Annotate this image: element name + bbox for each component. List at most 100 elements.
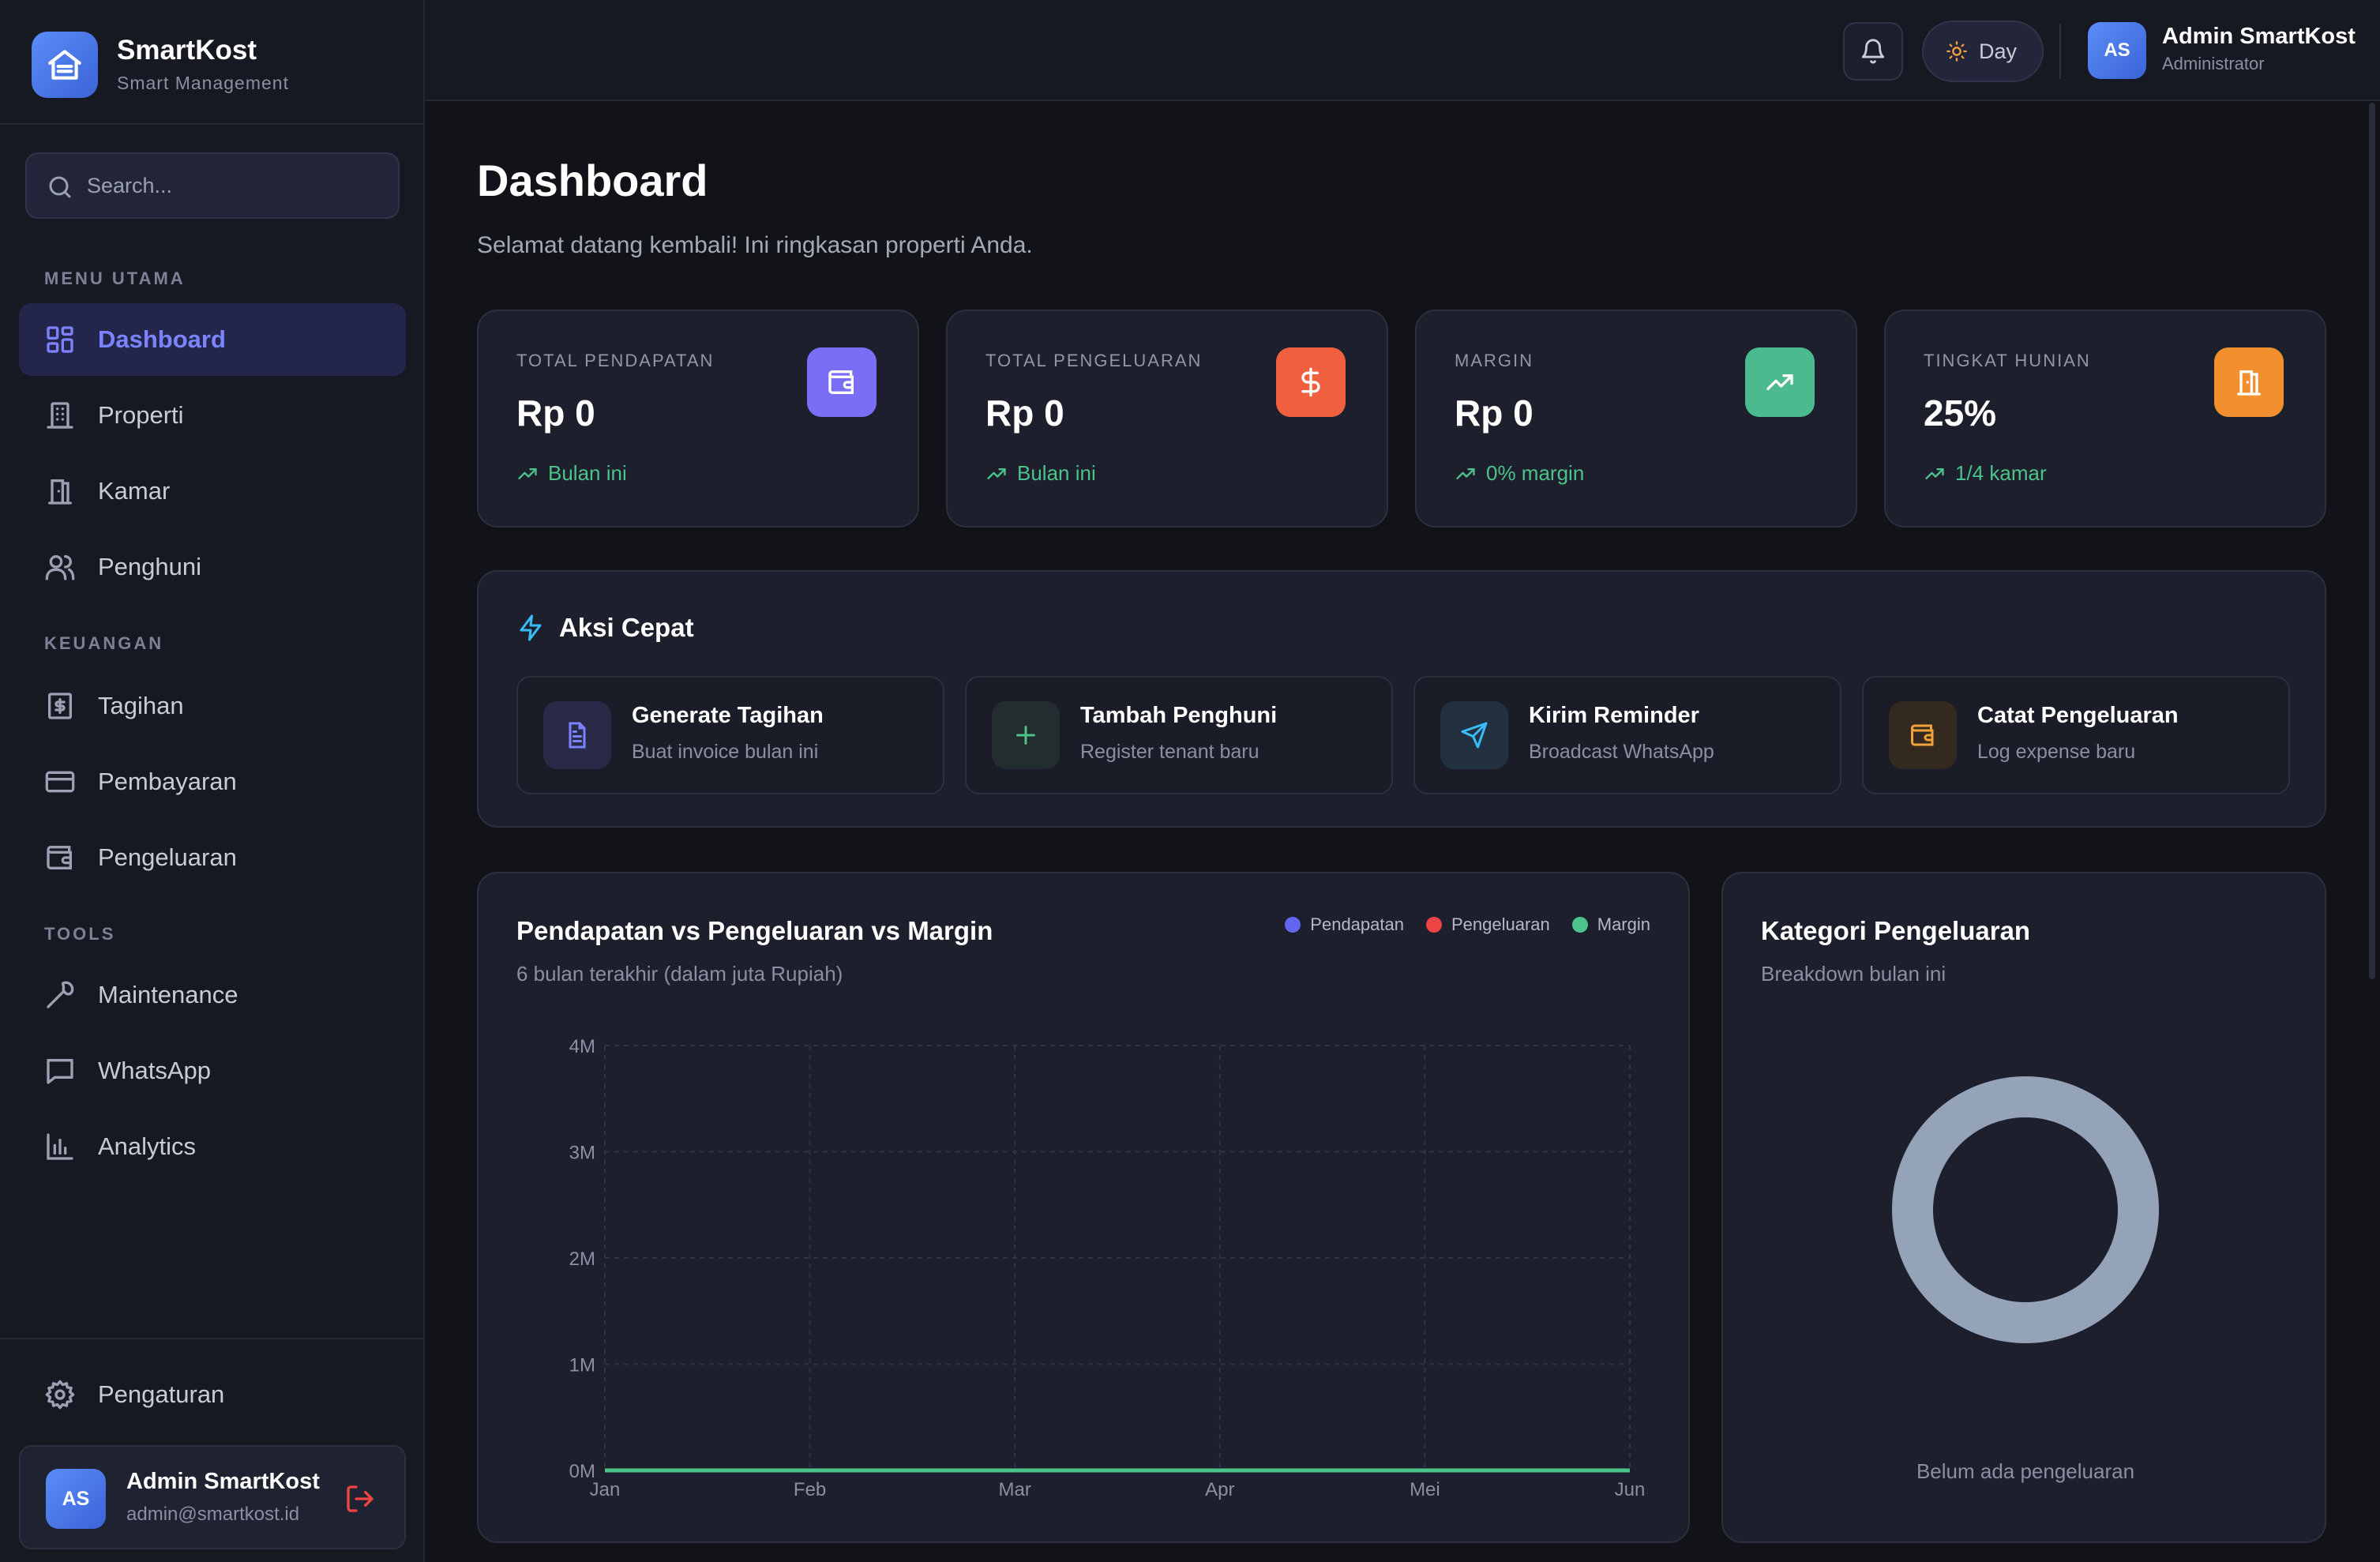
brand-subtitle: Smart Management — [117, 73, 289, 93]
sidebar-item-label: WhatsApp — [98, 1057, 212, 1084]
sidebar-item-analytics[interactable]: Analytics — [19, 1110, 406, 1183]
pie-subtitle: Breakdown bulan ini — [1761, 962, 1946, 986]
generate-tagihan-button[interactable]: Generate Tagihan Buat invoice bulan ini — [516, 676, 944, 794]
quick-actions-header: Aksi Cepat — [516, 613, 694, 643]
stat-trend-text: 0% margin — [1486, 461, 1585, 485]
sidebar-item-penghuni[interactable]: Penghuni — [19, 531, 406, 603]
topbar: Day AS Admin SmartKost Administrator — [425, 0, 2380, 101]
legend-item[interactable]: Pengeluaran — [1425, 914, 1550, 935]
line-chart: 0M 1M 2M 3M 4M Jan Feb Mar Apr Mei Jun — [569, 1036, 1646, 1500]
section-label-tools: TOOLS — [44, 924, 116, 944]
trending-up-icon — [987, 467, 1006, 479]
legend-dot — [1571, 917, 1588, 933]
notification-button[interactable] — [1843, 22, 1903, 81]
chart-legend: Pendapatan Pengeluaran Margin — [1263, 914, 1650, 935]
sidebar: SmartKost Smart Management MENU UTAMA Da… — [0, 0, 425, 1562]
tambah-penghuni-button[interactable]: Tambah Penghuni Register tenant baru — [965, 676, 1393, 794]
sidebar-item-tagihan[interactable]: Tagihan — [19, 670, 406, 742]
qa-subtitle: Broadcast WhatsApp — [1529, 741, 1714, 763]
kirim-reminder-button[interactable]: Kirim Reminder Broadcast WhatsApp — [1413, 676, 1841, 794]
trending-up-icon — [518, 467, 537, 479]
search-input[interactable] — [87, 154, 387, 217]
dollar-icon — [1276, 347, 1346, 417]
avatar: AS — [2088, 22, 2146, 79]
legend-item[interactable]: Pendapatan — [1285, 914, 1404, 935]
bar-chart-icon — [47, 1133, 73, 1160]
sidebar-item-pengeluaran[interactable]: Pengeluaran — [19, 821, 406, 894]
users-icon — [45, 555, 75, 580]
scrollbar[interactable] — [2369, 103, 2375, 979]
section-label-menu-utama: MENU UTAMA — [44, 268, 186, 288]
sidebar-item-kamar[interactable]: Kamar — [19, 455, 406, 528]
stat-trend-text: Bulan ini — [548, 461, 627, 485]
sidebar-item-label: Penghuni — [98, 553, 202, 580]
search-box[interactable] — [25, 152, 400, 219]
qa-title: Generate Tagihan — [632, 703, 824, 728]
legend-item[interactable]: Margin — [1571, 914, 1650, 935]
sidebar-item-label: Analytics — [98, 1132, 197, 1160]
stat-value: Rp 0 — [516, 392, 595, 434]
logout-icon[interactable] — [344, 1483, 376, 1515]
stat-trend-text: Bulan ini — [1017, 461, 1096, 485]
brand: SmartKost Smart Management — [0, 0, 425, 125]
sidebar-item-maintenance[interactable]: Maintenance — [19, 959, 406, 1031]
door-icon — [2214, 347, 2284, 417]
trending-up-icon — [1456, 467, 1475, 479]
search-icon — [49, 176, 71, 198]
qa-title: Kirim Reminder — [1529, 703, 1699, 728]
stat-value: 25% — [1924, 392, 1997, 434]
document-icon — [543, 701, 611, 769]
theme-toggle-button[interactable]: Day — [1922, 21, 2044, 82]
legend-label: Pendapatan — [1310, 914, 1404, 934]
expense-category-card: Kategori Pengeluaran Breakdown bulan ini… — [1721, 872, 2326, 1543]
lightning-icon — [520, 614, 542, 641]
stat-label: TOTAL PENDAPATAN — [516, 351, 715, 370]
stat-value: Rp 0 — [985, 392, 1064, 434]
sidebar-item-dashboard[interactable]: Dashboard — [19, 303, 406, 376]
sidebar-item-properti[interactable]: Properti — [19, 379, 406, 452]
stat-trend: Bulan ini — [516, 461, 627, 486]
stat-label: MARGIN — [1455, 351, 1533, 370]
quick-actions-title: Aksi Cepat — [559, 613, 694, 642]
sidebar-item-label: Pengaturan — [98, 1380, 225, 1408]
wrench-icon — [47, 981, 74, 1008]
stat-card-margin: MARGIN Rp 0 0% margin — [1415, 310, 1857, 528]
legend-label: Pengeluaran — [1451, 914, 1550, 934]
brand-name: SmartKost — [117, 35, 257, 66]
qa-title: Tambah Penghuni — [1080, 703, 1278, 728]
sidebar-item-whatsapp[interactable]: WhatsApp — [19, 1034, 406, 1107]
x-tick-label: Jun — [1615, 1479, 1646, 1500]
donut-empty-ring — [1892, 1076, 2159, 1343]
user-email: admin@smartkost.id — [126, 1504, 300, 1525]
x-tick-label: Mei — [1410, 1479, 1440, 1500]
dashboard-icon — [47, 326, 73, 353]
sidebar-item-pembayaran[interactable]: Pembayaran — [19, 745, 406, 818]
stat-card-pendapatan: TOTAL PENDAPATAN Rp 0 Bulan ini — [477, 310, 919, 528]
stat-trend: Bulan ini — [985, 461, 1096, 486]
qa-title: Catat Pengeluaran — [1977, 703, 2179, 728]
qa-subtitle: Register tenant baru — [1080, 741, 1259, 763]
theme-label: Day — [1979, 39, 2018, 63]
x-tick-label: Jan — [590, 1479, 621, 1500]
section-label-keuangan: KEUANGAN — [44, 633, 164, 653]
wallet-icon — [47, 846, 73, 869]
x-tick-label: Mar — [999, 1479, 1031, 1500]
stat-label: TINGKAT HUNIAN — [1924, 351, 2091, 370]
catat-pengeluaran-button[interactable]: Catat Pengeluaran Log expense baru — [1862, 676, 2290, 794]
y-tick-label: 0M — [569, 1461, 595, 1482]
sidebar-item-label: Properti — [98, 401, 184, 429]
building-icon — [47, 402, 73, 429]
home-icon[interactable] — [32, 32, 98, 98]
gear-icon — [45, 1380, 75, 1410]
qa-subtitle: Buat invoice bulan ini — [632, 741, 819, 763]
chart-subtitle: 6 bulan terakhir (dalam juta Rupiah) — [516, 962, 843, 986]
sidebar-item-pengaturan[interactable]: Pengaturan — [19, 1358, 406, 1431]
qa-subtitle: Log expense baru — [1977, 741, 2136, 763]
plus-icon — [992, 701, 1060, 769]
invoice-icon — [48, 693, 72, 719]
quick-actions-panel: Aksi Cepat Generate Tagihan Buat invoice… — [477, 570, 2326, 828]
page-title: Dashboard — [477, 156, 708, 205]
user-card[interactable]: AS Admin SmartKost admin@smartkost.id — [19, 1445, 406, 1549]
stat-value: Rp 0 — [1455, 392, 1533, 434]
sidebar-item-label: Dashboard — [98, 325, 226, 353]
